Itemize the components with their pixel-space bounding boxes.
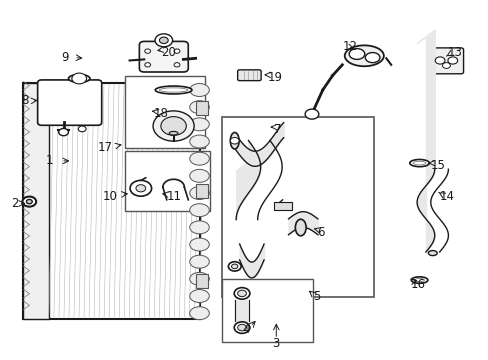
- Circle shape: [174, 63, 180, 67]
- Circle shape: [136, 185, 145, 192]
- Bar: [23, 83, 49, 319]
- Ellipse shape: [189, 135, 209, 148]
- Ellipse shape: [189, 238, 209, 251]
- Circle shape: [174, 49, 180, 53]
- Ellipse shape: [189, 101, 209, 114]
- Text: 20: 20: [161, 46, 176, 59]
- Ellipse shape: [234, 322, 249, 333]
- Circle shape: [153, 111, 194, 141]
- Bar: [23, 83, 199, 319]
- Bar: [195, 274, 207, 288]
- FancyBboxPatch shape: [237, 70, 261, 81]
- Text: 2: 2: [11, 197, 18, 210]
- Circle shape: [447, 57, 457, 64]
- Text: 6: 6: [316, 226, 324, 239]
- Ellipse shape: [237, 290, 246, 297]
- FancyBboxPatch shape: [429, 48, 463, 74]
- Text: 11: 11: [166, 190, 181, 203]
- Ellipse shape: [155, 86, 192, 94]
- Circle shape: [78, 126, 86, 132]
- Text: 12: 12: [342, 40, 357, 53]
- Ellipse shape: [409, 159, 428, 167]
- Text: 19: 19: [267, 71, 283, 84]
- Ellipse shape: [22, 197, 36, 207]
- Bar: [273, 202, 292, 210]
- Circle shape: [434, 57, 444, 64]
- Circle shape: [442, 63, 449, 68]
- Circle shape: [72, 73, 86, 84]
- Ellipse shape: [237, 324, 246, 331]
- Circle shape: [155, 34, 172, 47]
- Ellipse shape: [68, 75, 90, 82]
- Bar: [124, 151, 210, 211]
- Circle shape: [144, 49, 150, 53]
- Text: 9: 9: [61, 51, 68, 64]
- Ellipse shape: [189, 169, 209, 182]
- Ellipse shape: [365, 53, 379, 63]
- Circle shape: [230, 138, 239, 144]
- Ellipse shape: [189, 289, 209, 302]
- Text: 7: 7: [273, 123, 281, 136]
- Bar: [222, 279, 312, 342]
- Circle shape: [159, 37, 168, 44]
- Circle shape: [144, 63, 150, 67]
- Text: 16: 16: [410, 278, 425, 291]
- Text: 18: 18: [154, 107, 168, 120]
- Text: 3: 3: [272, 337, 280, 350]
- Ellipse shape: [410, 277, 427, 283]
- Bar: [195, 101, 207, 115]
- Ellipse shape: [189, 273, 209, 285]
- Ellipse shape: [231, 264, 237, 269]
- Text: 1: 1: [45, 154, 53, 167]
- Ellipse shape: [189, 307, 209, 320]
- Ellipse shape: [189, 204, 209, 217]
- Ellipse shape: [189, 221, 209, 234]
- Ellipse shape: [427, 251, 436, 256]
- Ellipse shape: [348, 49, 364, 59]
- Text: 8: 8: [21, 94, 28, 107]
- Ellipse shape: [295, 219, 305, 236]
- Text: 4: 4: [242, 323, 249, 336]
- Ellipse shape: [26, 199, 32, 204]
- Text: 15: 15: [429, 159, 444, 172]
- Ellipse shape: [189, 255, 209, 268]
- Ellipse shape: [412, 161, 425, 165]
- Ellipse shape: [189, 118, 209, 131]
- Ellipse shape: [230, 132, 239, 149]
- Ellipse shape: [414, 279, 424, 282]
- Ellipse shape: [189, 186, 209, 199]
- Ellipse shape: [169, 131, 178, 135]
- Ellipse shape: [344, 45, 383, 66]
- Ellipse shape: [189, 84, 209, 96]
- Text: 17: 17: [97, 141, 112, 154]
- Text: 14: 14: [439, 190, 454, 203]
- Circle shape: [130, 180, 151, 196]
- Ellipse shape: [189, 152, 209, 165]
- Circle shape: [161, 117, 186, 135]
- FancyBboxPatch shape: [38, 80, 102, 125]
- Ellipse shape: [228, 262, 241, 271]
- Circle shape: [305, 109, 318, 119]
- Ellipse shape: [159, 88, 187, 92]
- Text: 5: 5: [312, 291, 320, 303]
- Bar: [195, 184, 207, 198]
- Text: 10: 10: [102, 190, 117, 203]
- Ellipse shape: [234, 288, 249, 299]
- Bar: [222, 117, 373, 297]
- Bar: [124, 76, 205, 148]
- FancyBboxPatch shape: [139, 41, 188, 72]
- Circle shape: [59, 129, 68, 136]
- Text: 13: 13: [447, 46, 461, 59]
